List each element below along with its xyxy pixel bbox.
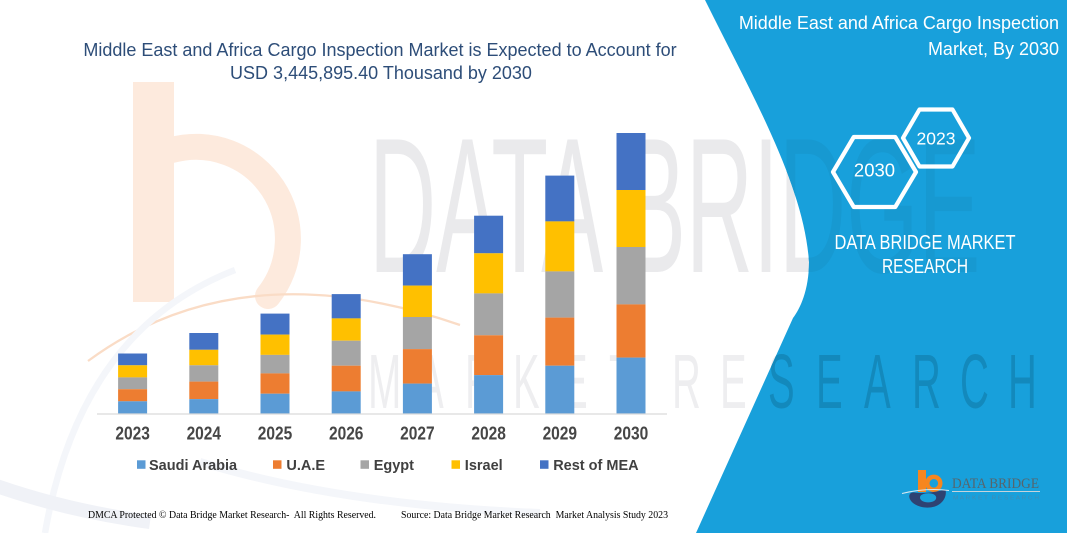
svg-text:Egypt: Egypt xyxy=(374,458,414,474)
svg-text:2030: 2030 xyxy=(614,423,648,443)
svg-text:U.A.E: U.A.E xyxy=(286,458,325,474)
svg-text:DATA BRIDGE MARKET: DATA BRIDGE MARKET xyxy=(835,232,1016,254)
svg-text:Israel: Israel xyxy=(465,458,503,474)
svg-text:Middle East and Africa Cargo I: Middle East and Africa Cargo Inspection xyxy=(739,13,1059,33)
svg-text:Middle East and Africa Cargo I: Middle East and Africa Cargo Inspection … xyxy=(83,40,676,60)
svg-text:Rest of MEA: Rest of MEA xyxy=(553,458,639,474)
svg-text:2023: 2023 xyxy=(917,129,956,149)
svg-text:2026: 2026 xyxy=(329,423,363,443)
svg-text:RESEARCH: RESEARCH xyxy=(882,256,968,278)
svg-text:Source: Data Bridge Market Res: Source: Data Bridge Market Research Mark… xyxy=(401,510,668,521)
svg-text:Market, By 2030: Market, By 2030 xyxy=(928,39,1059,59)
svg-text:USD 3,445,895.40 Thousand by 2: USD 3,445,895.40 Thousand by 2030 xyxy=(230,63,532,83)
svg-text:Saudi Arabia: Saudi Arabia xyxy=(149,458,238,474)
svg-text:DATA BRIDGE: DATA BRIDGE xyxy=(952,476,1039,492)
svg-text:DMCA Protected © Data Bridge M: DMCA Protected © Data Bridge Market Rese… xyxy=(88,510,376,521)
svg-text:2027: 2027 xyxy=(400,423,434,443)
svg-text:2029: 2029 xyxy=(543,423,577,443)
svg-text:2024: 2024 xyxy=(187,423,222,443)
svg-text:2023: 2023 xyxy=(115,423,149,443)
svg-text:2028: 2028 xyxy=(471,423,505,443)
svg-text:M A R K E T R E S E A R C H: M A R K E T R E S E A R C H xyxy=(953,496,1039,502)
svg-text:2030: 2030 xyxy=(854,160,895,181)
svg-text:2025: 2025 xyxy=(258,423,292,443)
